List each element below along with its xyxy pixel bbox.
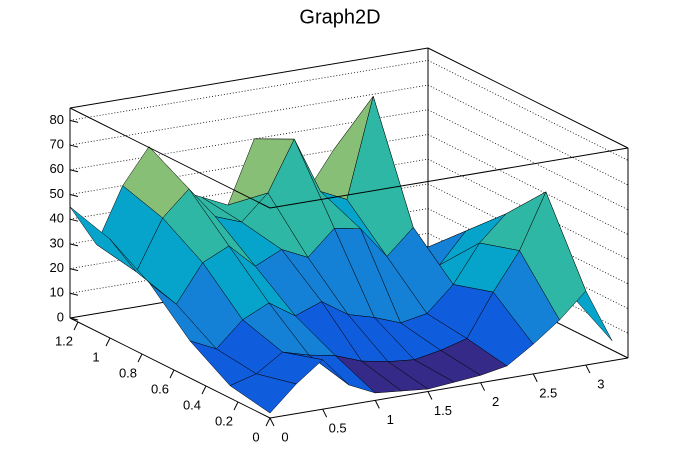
grid-line (427, 59, 629, 161)
grid-line (427, 84, 629, 186)
y-tick (137, 353, 143, 363)
y-tick (105, 337, 111, 347)
x-tick (532, 373, 538, 383)
y-tick-label: 0 (252, 429, 259, 444)
axis-line (427, 47, 629, 149)
axis-line (269, 357, 629, 419)
grid-line (69, 84, 429, 146)
y-tick-label: 0.8 (119, 365, 137, 380)
y-tick (73, 321, 79, 331)
axis-line (269, 147, 629, 209)
x-tick (269, 417, 275, 427)
z-tick (69, 268, 79, 272)
y-tick-label: 0.6 (151, 381, 169, 396)
y-tick-label: 1 (92, 349, 99, 364)
x-tick-label: 1 (387, 412, 394, 427)
z-tick-label: 30 (50, 235, 64, 250)
y-tick (233, 401, 239, 411)
z-tick-label: 50 (50, 186, 64, 201)
y-tick-label: 0.2 (215, 413, 233, 428)
y-tick (201, 385, 207, 395)
chart-title: Graph2D (299, 6, 380, 28)
x-tick-label: 1.5 (434, 403, 452, 418)
z-tick (69, 292, 79, 296)
y-tick (265, 417, 271, 427)
grid-line (427, 109, 629, 211)
x-tick-label: 3 (597, 376, 604, 391)
x-tick-label: 2.5 (539, 385, 557, 400)
x-tick (585, 364, 591, 374)
grid-line (69, 257, 429, 319)
y-tick-label: 1.2 (55, 333, 73, 348)
z-tick-label: 80 (50, 112, 64, 127)
grid-line (69, 59, 429, 121)
axis-line (69, 317, 271, 419)
grid-line (69, 109, 429, 171)
z-tick-label: 60 (50, 161, 64, 176)
y-tick-label: 0.4 (183, 397, 201, 412)
surface-cell (229, 373, 297, 414)
z-tick (69, 144, 79, 148)
z-tick (69, 169, 79, 173)
x-tick-label: 0 (281, 429, 288, 444)
axis-line (69, 107, 271, 209)
z-tick-label: 10 (50, 285, 64, 300)
axis-line (69, 47, 429, 109)
x-tick (480, 382, 486, 391)
z-tick-label: 0 (57, 309, 64, 324)
grid-line (69, 232, 429, 294)
x-tick (374, 400, 380, 409)
z-tick (69, 218, 79, 222)
z-tick-label: 20 (50, 260, 64, 275)
z-tick (69, 193, 79, 197)
z-tick (69, 243, 79, 247)
grid-line (427, 134, 629, 235)
z-tick-label: 40 (50, 211, 64, 226)
z-tick (69, 119, 79, 123)
x-tick-label: 2 (492, 394, 499, 409)
x-tick-label: 0.5 (329, 421, 347, 436)
y-tick (169, 369, 175, 379)
z-tick-label: 70 (50, 136, 64, 151)
x-tick (322, 408, 328, 418)
x-tick (427, 391, 433, 400)
